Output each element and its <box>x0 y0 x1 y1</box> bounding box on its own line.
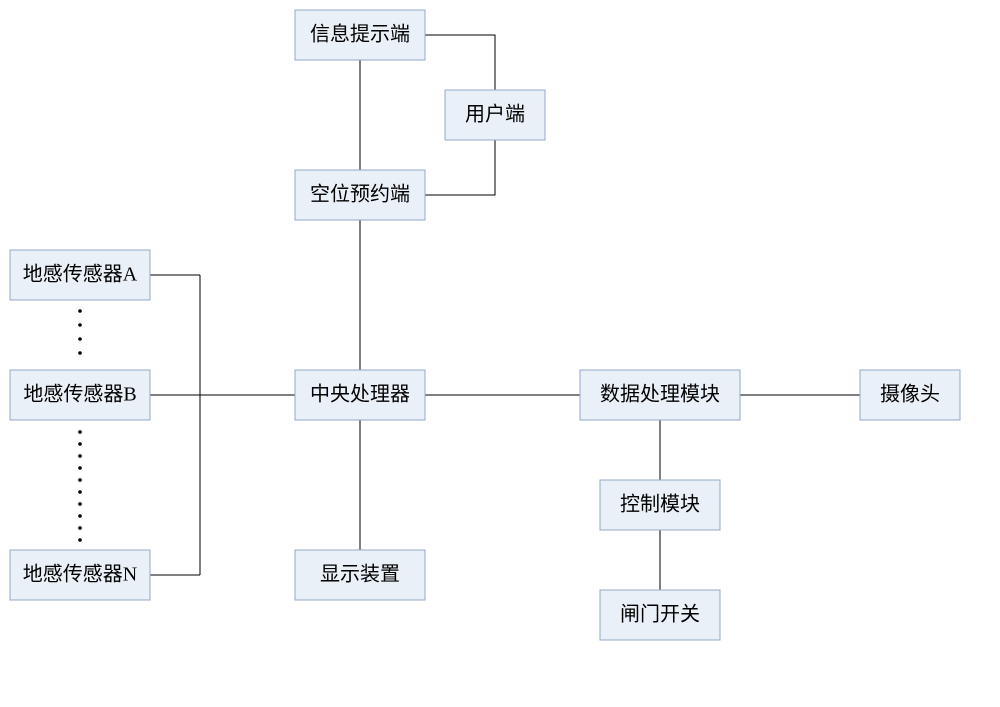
node-info-prompt: 信息提示端 <box>295 10 425 60</box>
node-client: 用户端 <box>445 90 545 140</box>
ellipsis-dot <box>78 478 82 482</box>
ellipsis-dot <box>78 490 82 494</box>
node-label: 显示装置 <box>320 563 400 586</box>
node-label: 控制模块 <box>620 493 700 516</box>
node-label: 地感传感器B <box>23 383 136 406</box>
node-cpu: 中央处理器 <box>295 370 425 420</box>
node-label: 空位预约端 <box>310 183 410 206</box>
node-label: 地感传感器A <box>23 263 138 286</box>
ellipsis-dot <box>78 337 82 341</box>
node-reservation: 空位预约端 <box>295 170 425 220</box>
ellipsis-dot <box>78 323 82 327</box>
ellipsis-dot <box>78 309 82 313</box>
ellipsis-dot <box>78 442 82 446</box>
ellipsis-dot <box>78 466 82 470</box>
ellipsis-dot <box>78 502 82 506</box>
edge <box>425 140 495 195</box>
node-display: 显示装置 <box>295 550 425 600</box>
ellipsis-dot <box>78 514 82 518</box>
node-sensor-n: 地感传感器N <box>10 550 150 600</box>
system-flowchart: 信息提示端用户端空位预约端地感传感器A 地感传感器B 地感传感器N 中央处理器 数据处理… <box>0 0 1000 707</box>
node-label: 闸门开关 <box>620 603 700 626</box>
ellipsis-dot <box>78 351 82 355</box>
ellipsis-dot <box>78 430 82 434</box>
node-control: 控制模块 <box>600 480 720 530</box>
node-sensor-b: 地感传感器B <box>10 370 150 420</box>
node-label: 信息提示端 <box>310 23 410 46</box>
ellipsis-dot <box>78 538 82 542</box>
node-label: 数据处理模块 <box>600 383 720 406</box>
node-camera: 摄像头 <box>860 370 960 420</box>
node-label: 摄像头 <box>880 383 940 406</box>
node-data-proc: 数据处理模块 <box>580 370 740 420</box>
node-label: 中央处理器 <box>310 383 410 406</box>
node-sensor-a: 地感传感器A <box>10 250 150 300</box>
edge <box>425 35 495 90</box>
ellipsis-dot <box>78 526 82 530</box>
node-label: 地感传感器N <box>23 563 137 586</box>
node-label: 用户端 <box>465 103 525 126</box>
ellipsis-dot <box>78 454 82 458</box>
node-gate-switch: 闸门开关 <box>600 590 720 640</box>
